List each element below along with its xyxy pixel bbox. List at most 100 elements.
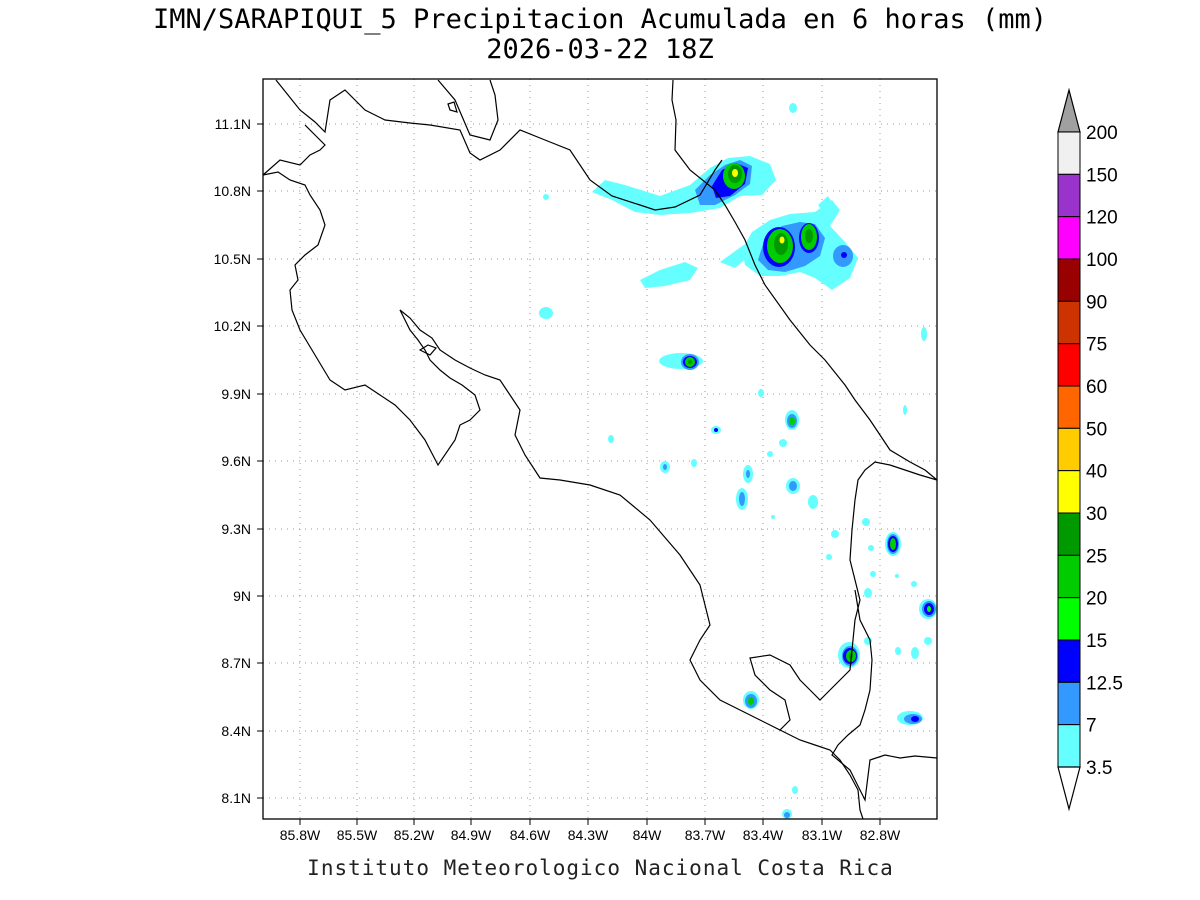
colorbar-swatch [1057, 343, 1081, 387]
lon-tick-label: 84.3W [568, 827, 609, 843]
lon-tick-label: 84W [633, 827, 663, 843]
lat-tick-label: 11.1N [215, 116, 251, 132]
nicoya-lake [418, 344, 438, 356]
precip-area-3.5 [767, 451, 773, 457]
colorbar-level-label: 15 [1086, 631, 1107, 652]
precip-area-30 [779, 236, 785, 244]
lon-tick-label: 85.2W [394, 827, 435, 843]
institution-credit: Instituto Meteorologico Nacional Costa R… [307, 856, 894, 880]
colorbar-swatch [1057, 131, 1081, 175]
precip-area-3.5 [921, 327, 927, 341]
longitude-labels: 85.8W 85.5W 85.2W 84.9W 84.6W 84.3W 84W … [280, 827, 901, 843]
colorbar-swatch [1057, 258, 1081, 302]
precipitation-field [539, 103, 937, 819]
colorbar-level-label: 120 [1086, 208, 1118, 229]
colorbar-swatch [1057, 724, 1081, 768]
axis-ticks [257, 123, 881, 825]
precip-area-3.5 [818, 196, 833, 214]
precip-area-3.5 [870, 571, 876, 577]
precip-area-3.5 [826, 554, 832, 560]
precip-area-25 [774, 233, 788, 255]
colorbar-swatch [1057, 300, 1081, 345]
caribbean-coast [671, 79, 938, 481]
colorbar-swatch [1057, 681, 1081, 726]
lon-tick-label: 83.1W [802, 827, 843, 843]
colorbar-swatch [1057, 639, 1081, 683]
lat-tick-label: 8.1N [221, 790, 251, 806]
precip-area-3.5 [691, 459, 697, 467]
lat-tick-label: 8.4N [221, 723, 251, 739]
precip-area-20 [748, 697, 754, 705]
colorbar-level-label: 7 [1086, 716, 1097, 737]
precip-area-25 [688, 360, 692, 364]
osa-peninsula [779, 729, 864, 820]
lon-tick-label: 82.8W [860, 827, 901, 843]
map-datetime: 2026-03-22 18Z [486, 34, 714, 65]
precip-area-3.5 [831, 530, 839, 538]
lon-tick-label: 84.9W [451, 827, 492, 843]
colorbar-level-label: 50 [1086, 419, 1107, 440]
colorbar-level-label: 20 [1086, 589, 1107, 610]
colorbar-swatch [1057, 173, 1081, 218]
precip-area-12.5 [841, 252, 847, 258]
precip-area-12.5 [714, 428, 718, 432]
colorbar-over-triangle [1057, 87, 1081, 133]
precip-area-3.5 [779, 439, 787, 447]
precip-area-7 [739, 492, 745, 506]
colorbar-level-label: 75 [1086, 335, 1107, 356]
colorbar-swatch [1057, 216, 1081, 260]
precip-area-3.5 [543, 194, 549, 200]
colorbar-labels: 200 150 120 100 90 75 60 50 40 30 25 20 15 12.5 7 3.5 [1086, 123, 1123, 779]
precip-area-20 [890, 538, 896, 550]
precip-area-3.5 [864, 588, 872, 598]
precip-area-3.5 [539, 307, 553, 319]
precip-area-3.5 [640, 262, 698, 288]
lat-tick-label: 9.3N [221, 521, 251, 537]
colorbar-level-label: 12.5 [1086, 673, 1123, 694]
precip-area-3.5 [895, 647, 901, 655]
precip-area-3.5 [720, 244, 755, 268]
colorbar-swatch [1057, 512, 1081, 556]
precip-area-3.5 [868, 545, 874, 551]
precip-area-7 [784, 812, 790, 818]
lat-tick-label: 8.7N [221, 655, 251, 671]
precip-area-7 [789, 481, 797, 491]
lat-tick-label: 9.9N [221, 386, 251, 402]
colorbar-level-label: 30 [1086, 504, 1107, 525]
precip-area-3.5 [789, 103, 797, 113]
lon-tick-label: 84.6W [510, 827, 551, 843]
precip-area-3.5 [895, 574, 899, 578]
colorbar-level-label: 90 [1086, 292, 1107, 313]
precip-area-7 [663, 464, 667, 470]
lat-tick-label: 10.2N [214, 318, 251, 334]
precip-area-7 [746, 470, 750, 478]
colorbar-level-label: 200 [1086, 123, 1118, 144]
lat-tick-label: 10.8N [214, 183, 251, 199]
precip-area-3.5 [758, 389, 764, 397]
colorbar-level-label: 100 [1086, 250, 1118, 271]
panama-border [831, 589, 938, 803]
precip-area-3.5 [924, 637, 932, 645]
precip-area-30 [732, 169, 738, 177]
precip-area-3.5 [911, 581, 917, 587]
precip-area-3.5 [792, 786, 798, 794]
lon-tick-label: 85.5W [337, 827, 378, 843]
pacific-coast-north [262, 124, 938, 731]
island-lake [447, 101, 458, 113]
colorbar-level-label: 3.5 [1086, 758, 1112, 779]
colorbar-level-label: 40 [1086, 462, 1107, 483]
precip-area-12.5 [911, 716, 919, 722]
precip-area-3.5 [608, 435, 614, 443]
coastlines-borders [262, 79, 938, 820]
colorbar-swatch [1057, 385, 1081, 429]
precip-area-3.5 [862, 518, 870, 526]
precip-area-3.5 [808, 495, 818, 509]
lon-tick-label: 85.8W [280, 827, 321, 843]
lat-tick-label: 9N [233, 588, 251, 604]
colorbar-level-label: 60 [1086, 377, 1107, 398]
nicaragua-border-north [275, 79, 723, 211]
latitude-labels: 11.1N 10.8N 10.5N 10.2N 9.9N 9.6N 9.3N 9… [214, 116, 251, 806]
lon-tick-label: 83.7W [685, 827, 726, 843]
precip-area-20 [789, 417, 795, 425]
